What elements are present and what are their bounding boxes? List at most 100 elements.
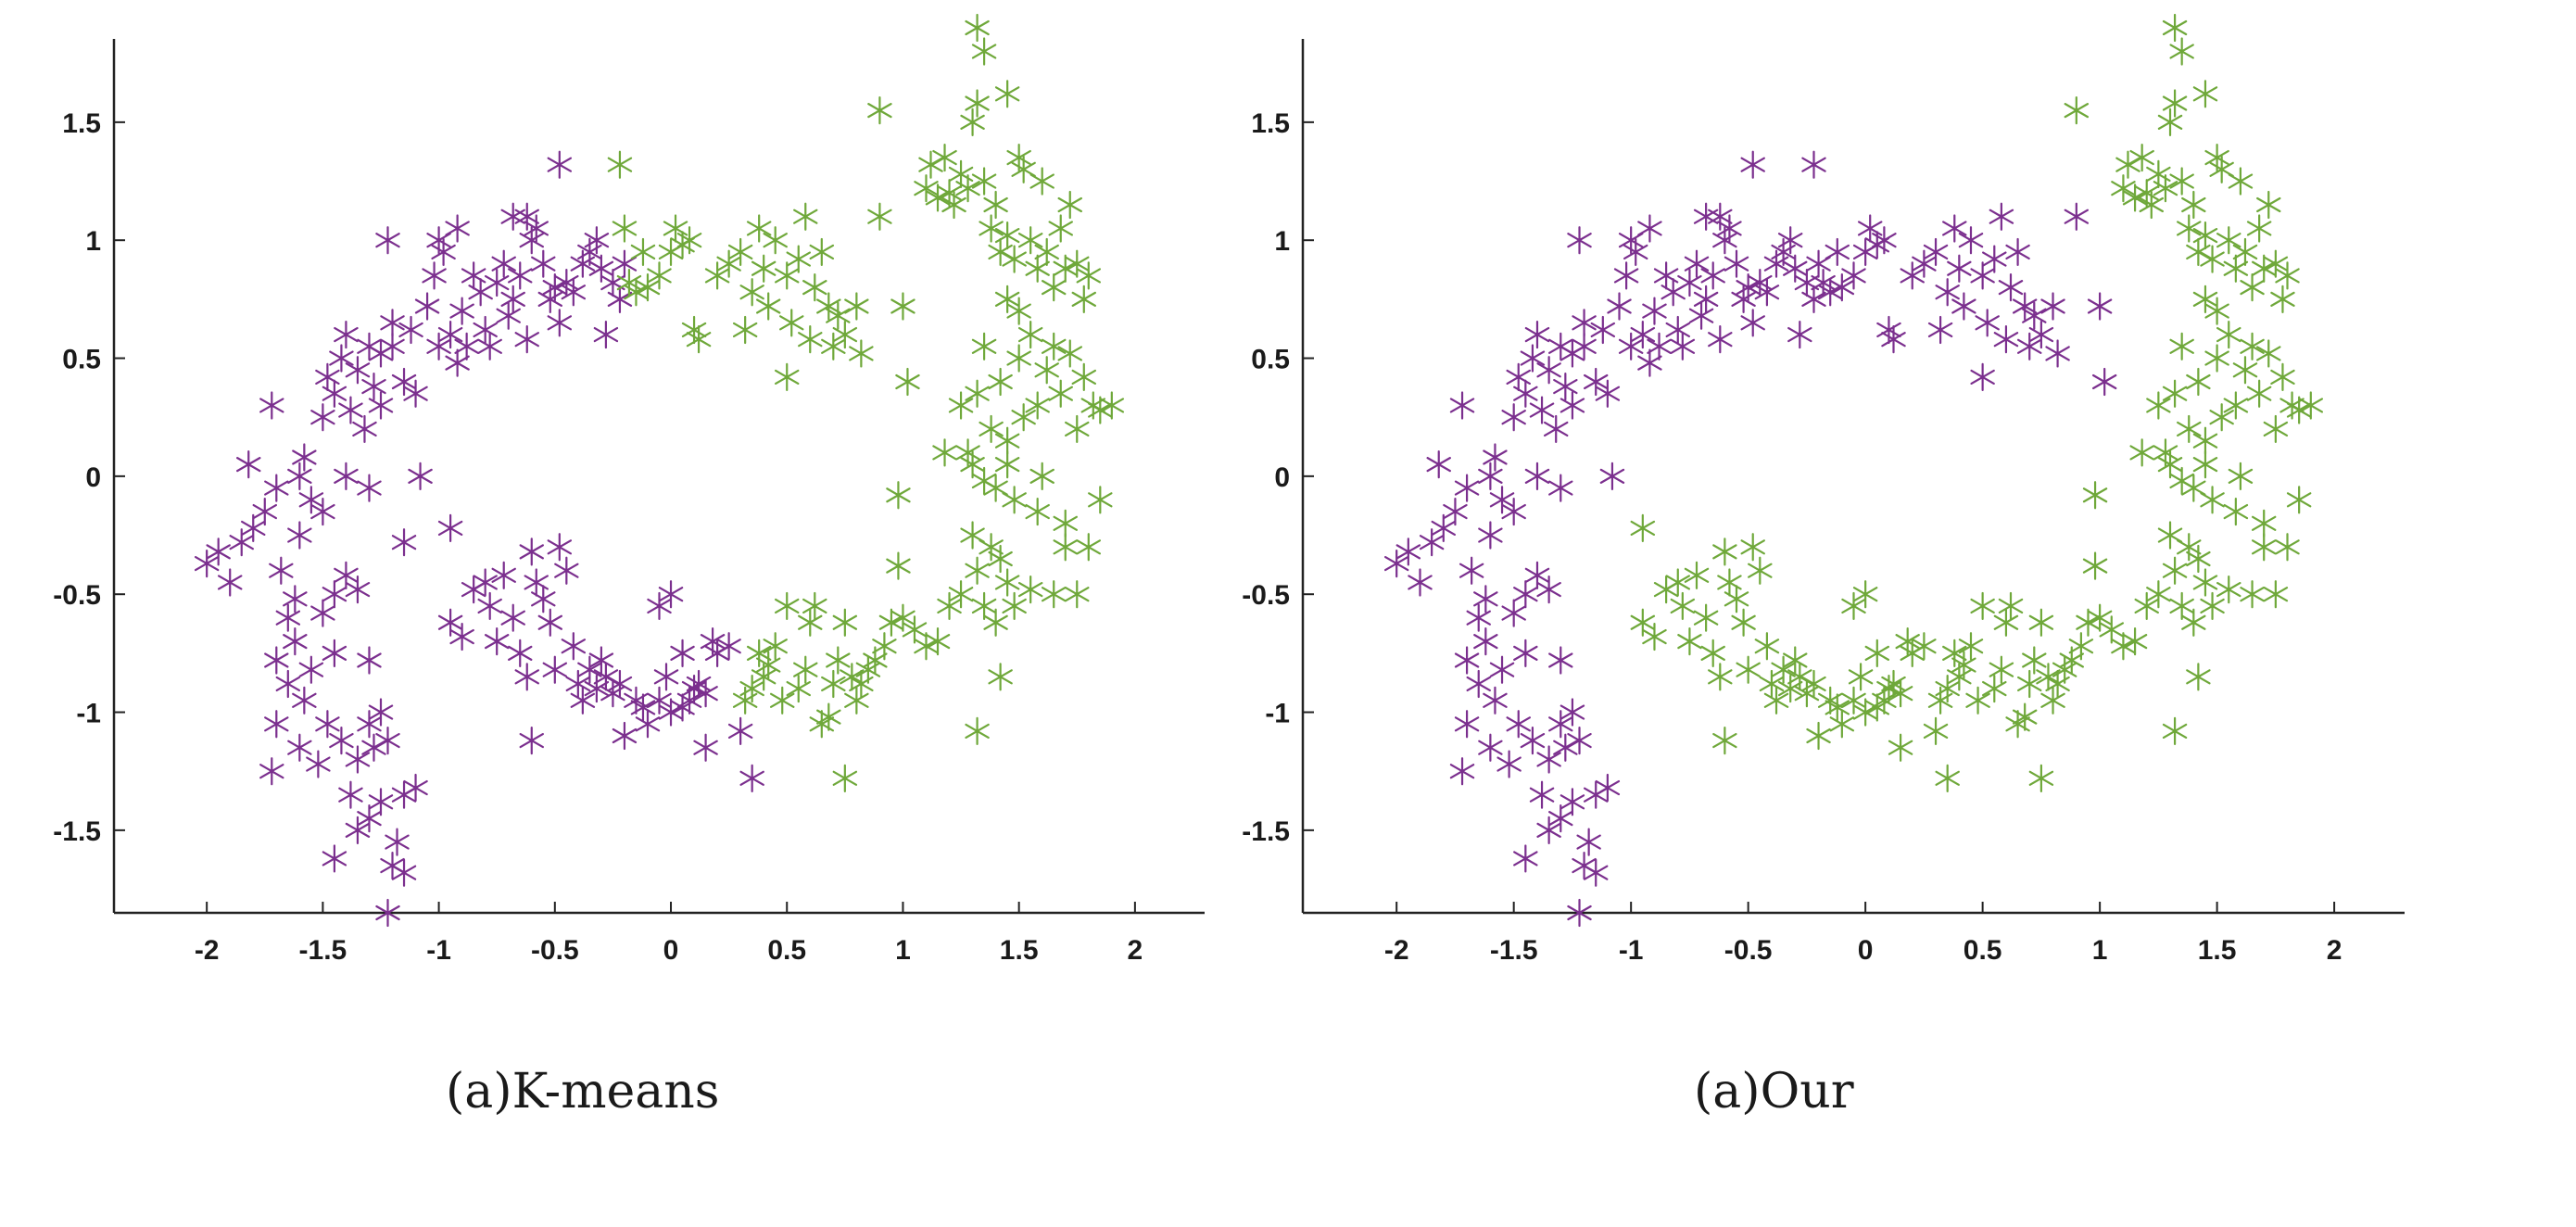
data-point xyxy=(653,663,679,691)
data-point xyxy=(2082,551,2108,580)
x-tick-label: 2 xyxy=(2327,935,2342,966)
data-point xyxy=(955,174,980,203)
data-point xyxy=(491,561,516,589)
data-point xyxy=(840,663,865,691)
data-point xyxy=(1642,297,1667,325)
data-point xyxy=(298,486,324,514)
data-point xyxy=(315,710,340,739)
data-point xyxy=(1736,273,1761,302)
data-point xyxy=(775,591,800,621)
data-point xyxy=(2223,391,2249,420)
data-point xyxy=(932,438,957,467)
data-point xyxy=(1998,591,2024,621)
data-point xyxy=(902,615,928,644)
data-point xyxy=(670,639,695,667)
data-point xyxy=(1630,513,1656,542)
data-point xyxy=(194,549,220,578)
data-point xyxy=(1801,285,1826,313)
data-point xyxy=(2111,174,2136,203)
y-tick-label: 1.5 xyxy=(62,108,101,139)
data-point xyxy=(283,627,308,656)
data-point xyxy=(1088,396,1113,424)
data-point xyxy=(1684,249,1710,278)
data-point xyxy=(988,544,1013,574)
data-point xyxy=(832,764,858,792)
data-point xyxy=(994,221,1020,250)
data-point xyxy=(1042,332,1067,361)
x-tick-label: -1.5 xyxy=(1490,935,1538,966)
data-point xyxy=(1740,533,1765,562)
x-tick-label: 1 xyxy=(895,935,911,966)
data-point xyxy=(809,237,835,267)
y-tick-label: -1 xyxy=(76,699,101,729)
data-point xyxy=(1670,332,1696,361)
data-point xyxy=(338,396,363,424)
data-point xyxy=(292,686,317,715)
data-point xyxy=(612,214,638,243)
data-point xyxy=(2200,486,2225,514)
data-point xyxy=(1595,773,1621,803)
data-point xyxy=(1618,332,1644,361)
data-point xyxy=(1852,580,1878,609)
data-point xyxy=(414,292,440,321)
data-point xyxy=(2028,608,2054,637)
data-point xyxy=(983,190,1008,220)
data-point xyxy=(1888,679,1913,708)
data-point xyxy=(1548,804,1573,833)
data-point xyxy=(2232,356,2258,385)
data-point xyxy=(1783,254,1808,283)
data-point xyxy=(2209,403,2234,432)
data-point xyxy=(2157,521,2183,550)
data-point xyxy=(2157,108,2183,136)
data-point xyxy=(2228,462,2254,490)
data-point xyxy=(1496,750,1522,778)
data-point xyxy=(1584,367,1609,397)
data-point xyxy=(1011,403,1036,432)
data-point xyxy=(1829,273,1855,302)
data-point xyxy=(531,249,556,278)
data-point xyxy=(1787,320,1812,349)
data-point xyxy=(1693,202,1719,231)
data-point xyxy=(2251,509,2277,538)
data-point xyxy=(531,585,556,614)
data-point xyxy=(1771,655,1796,684)
y-tick-label: 1 xyxy=(85,226,101,257)
y-tick-label: 0 xyxy=(85,462,101,493)
data-point xyxy=(1607,292,1632,321)
data-point xyxy=(793,655,818,684)
data-point xyxy=(588,646,614,675)
data-point xyxy=(2246,379,2272,408)
data-point xyxy=(398,315,423,345)
data-point xyxy=(1548,710,1573,739)
series-1 xyxy=(607,13,1125,792)
data-point xyxy=(826,646,851,675)
data-point xyxy=(1740,150,1765,179)
data-point xyxy=(2146,391,2171,420)
data-point xyxy=(979,214,1004,243)
data-point xyxy=(2169,332,2194,361)
data-point xyxy=(2223,497,2249,526)
data-point xyxy=(1717,214,1742,243)
data-point xyxy=(1759,669,1785,699)
data-point xyxy=(1829,710,1855,739)
x-tick-label: 0.5 xyxy=(1964,935,2002,966)
data-point xyxy=(357,474,382,502)
data-point xyxy=(1025,254,1050,283)
data-point xyxy=(1076,533,1102,562)
data-point xyxy=(1559,391,1585,420)
data-point xyxy=(1864,639,1890,667)
data-point xyxy=(1881,325,1906,354)
x-tick-label: -0.5 xyxy=(531,935,579,966)
data-point xyxy=(1700,639,1725,667)
data-point xyxy=(1034,356,1059,385)
data-point xyxy=(647,261,672,290)
y-tick-label: -1 xyxy=(1265,699,1290,729)
data-point xyxy=(292,443,317,472)
data-point xyxy=(437,513,463,542)
data-point xyxy=(1693,285,1719,313)
data-point xyxy=(2181,608,2206,637)
data-point xyxy=(1501,497,1526,526)
data-point xyxy=(2298,391,2324,420)
data-point xyxy=(2204,297,2229,325)
data-point xyxy=(1965,686,1990,715)
